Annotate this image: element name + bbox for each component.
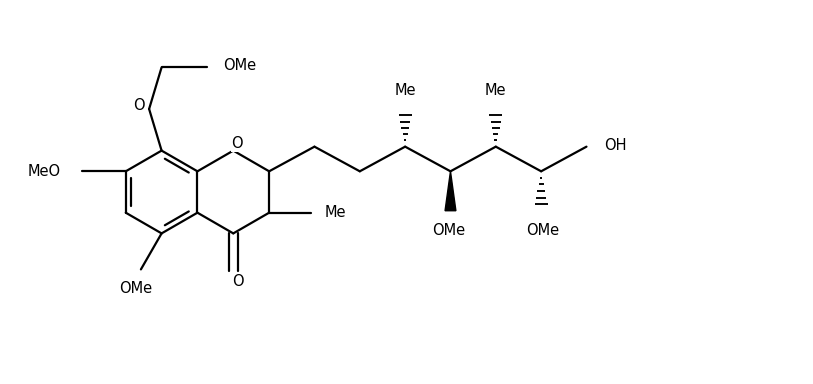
Text: O: O xyxy=(233,274,244,289)
Text: O: O xyxy=(133,98,145,113)
Text: OMe: OMe xyxy=(223,58,256,73)
Text: OMe: OMe xyxy=(527,223,559,238)
Text: MeO: MeO xyxy=(28,164,61,179)
Polygon shape xyxy=(445,171,456,211)
Text: OMe: OMe xyxy=(432,223,465,238)
Text: OH: OH xyxy=(604,138,627,153)
Text: Me: Me xyxy=(394,83,416,98)
Text: OMe: OMe xyxy=(120,281,153,296)
Text: Me: Me xyxy=(485,83,506,98)
Text: O: O xyxy=(232,136,243,151)
Text: Me: Me xyxy=(324,205,346,220)
